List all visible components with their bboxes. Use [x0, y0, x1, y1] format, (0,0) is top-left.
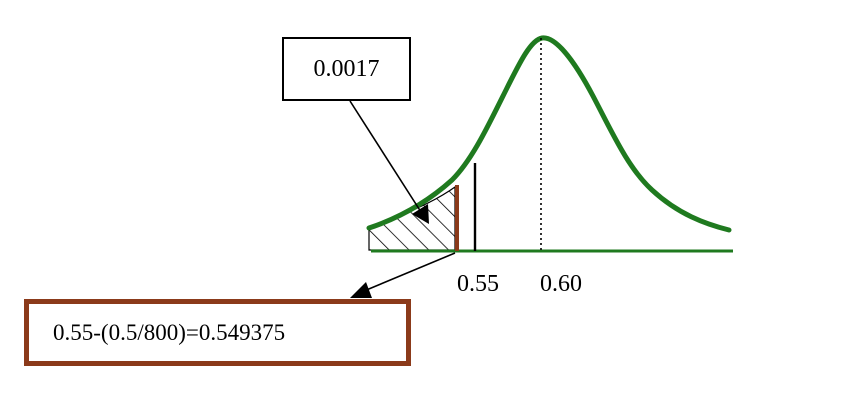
probability-value: 0.0017: [313, 55, 380, 82]
probability-box: 0.0017: [282, 37, 411, 101]
formula-text: 0.55-(0.5/800)=0.549375: [53, 319, 286, 345]
formula-box: 0.55-(0.5/800)=0.549375: [24, 299, 411, 366]
tick-label-055: 0.55: [457, 271, 499, 297]
tick-label-060: 0.60: [540, 271, 582, 297]
bell-curve: [366, 35, 732, 233]
formula-arrowhead: [350, 282, 372, 298]
formula-arrow: [363, 252, 456, 292]
probability-arrowhead: [412, 204, 429, 224]
probability-arrow: [349, 100, 422, 213]
